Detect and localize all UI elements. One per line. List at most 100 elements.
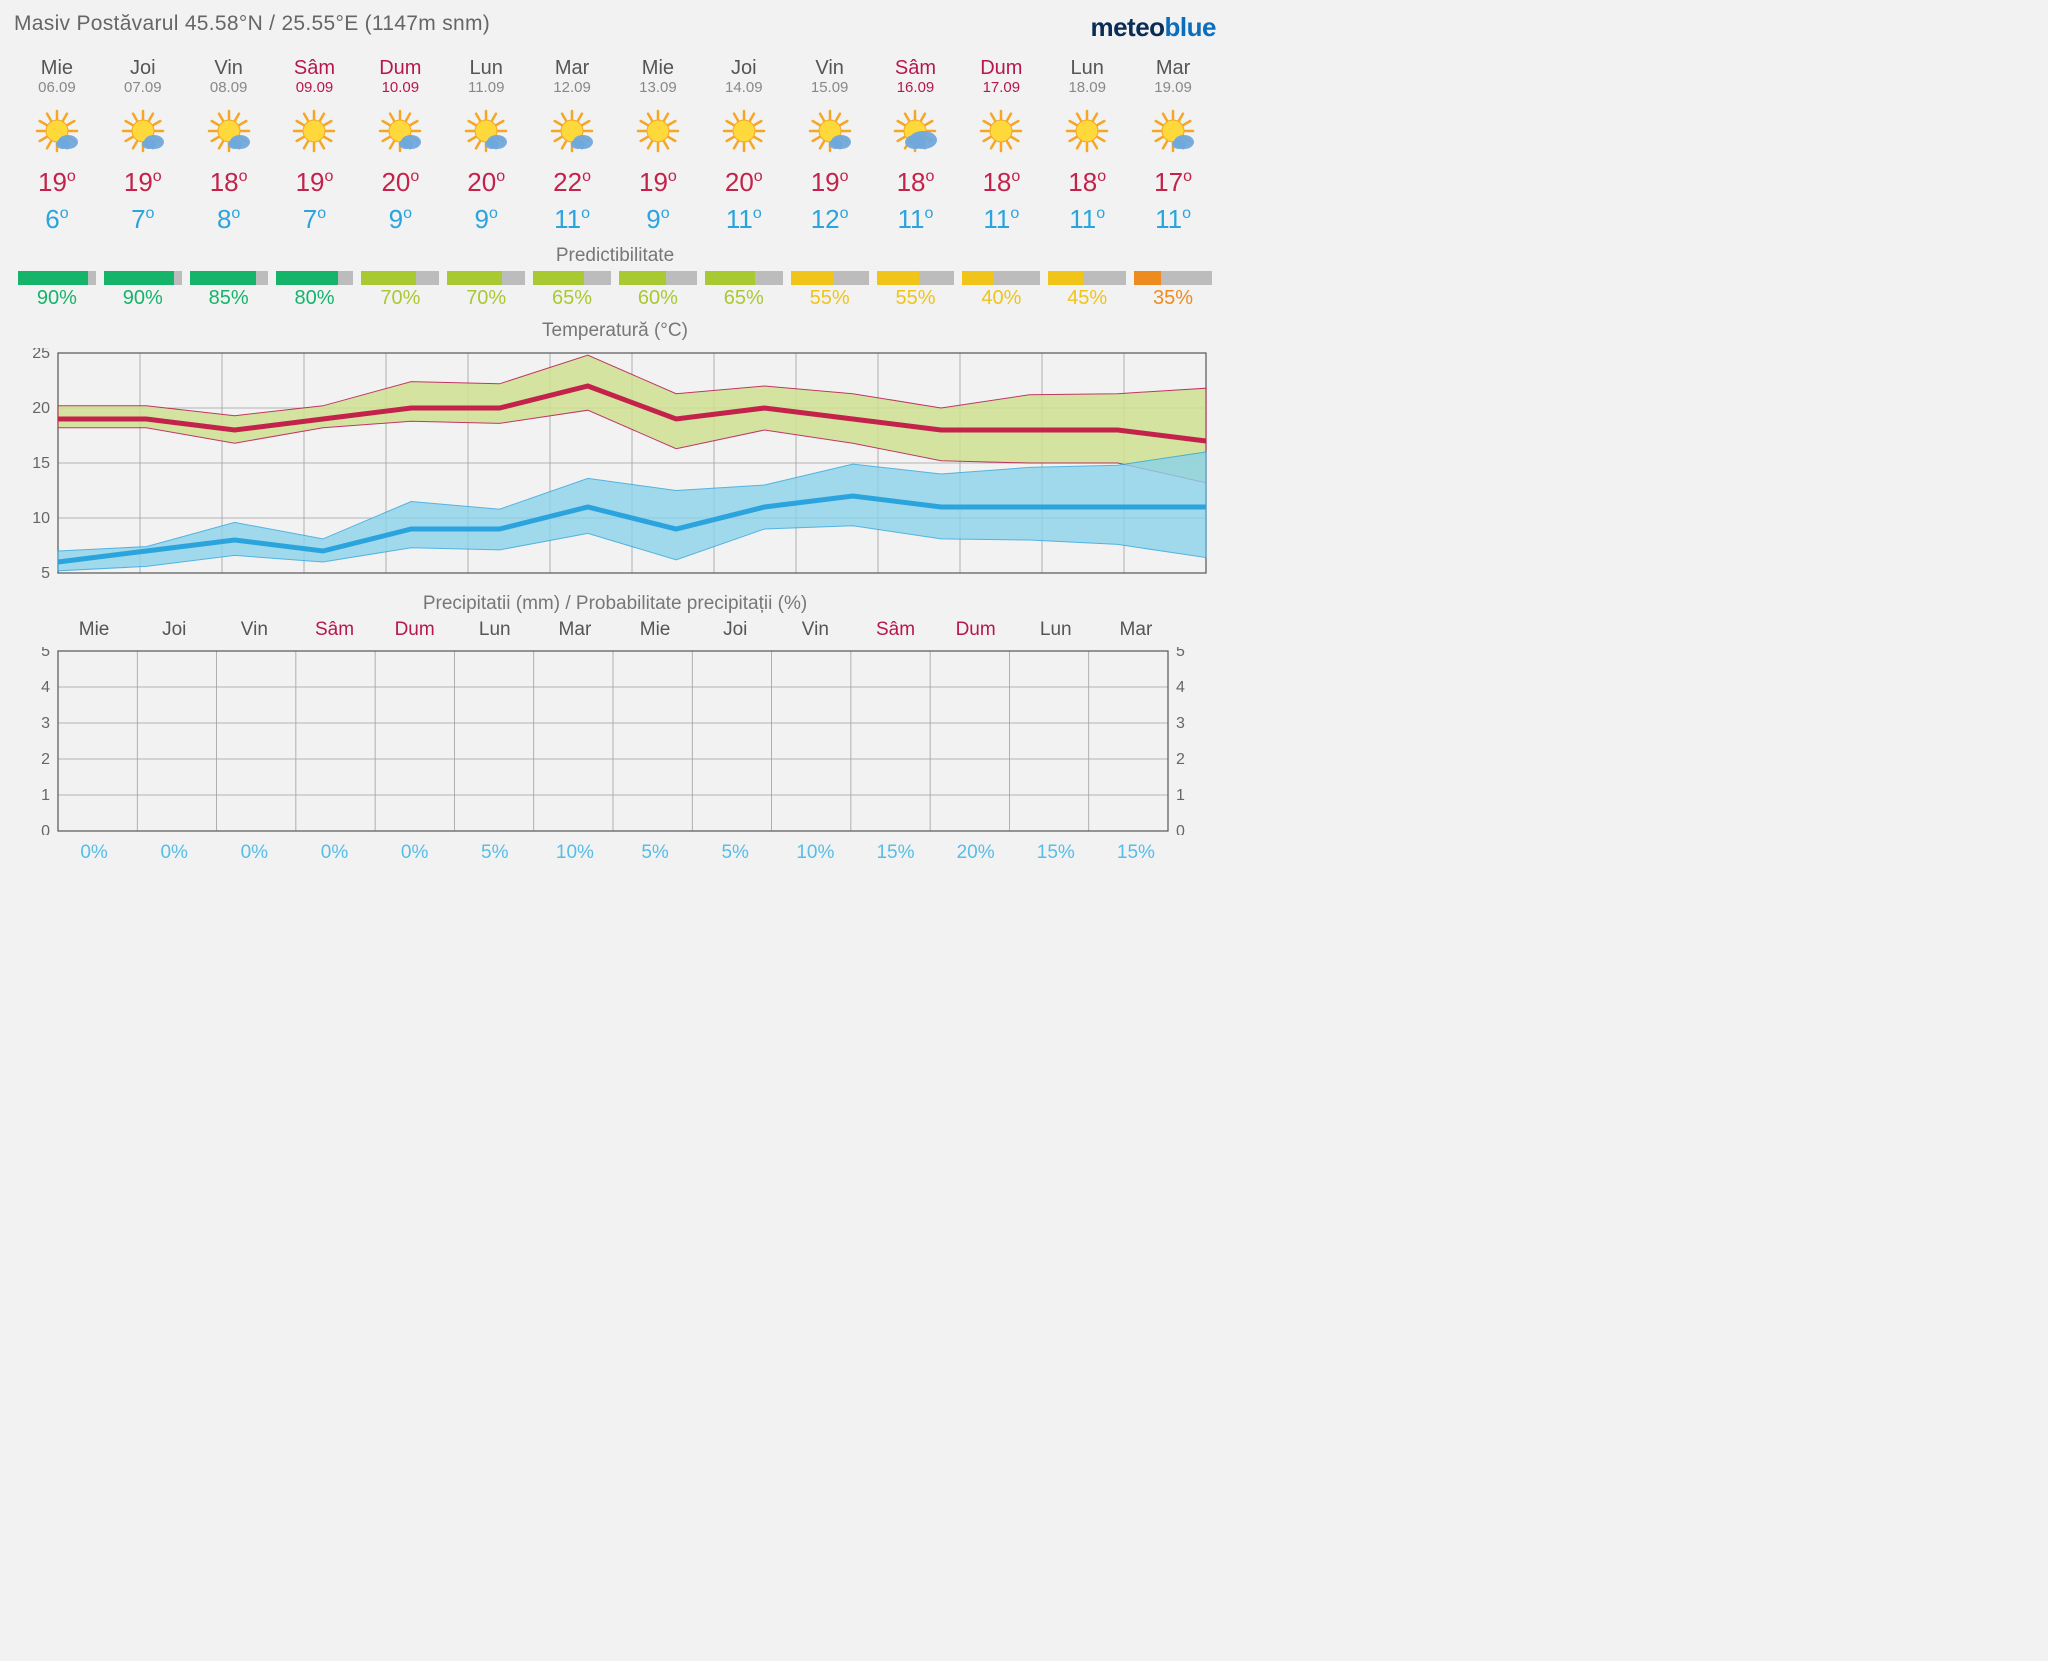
day-name: Mie [14, 57, 100, 79]
day-column: Joi 07.09 19o 7o [100, 57, 186, 235]
day-date: 09.09 [272, 79, 358, 97]
temp-low: 12o [787, 204, 873, 235]
predictability-cell: 65% [533, 271, 611, 310]
precip-day-label: Vin [214, 619, 294, 641]
temp-high: 22o [529, 167, 615, 198]
precip-percent: 5% [455, 842, 535, 864]
temp-low: 8o [186, 204, 272, 235]
precip-day-label: Joi [134, 619, 214, 641]
svg-text:5: 5 [41, 647, 50, 660]
precip-percent: 10% [775, 842, 855, 864]
weather-icon [357, 107, 443, 155]
temp-low: 7o [272, 204, 358, 235]
temp-high: 19o [272, 167, 358, 198]
temp-high: 19o [14, 167, 100, 198]
predictability-value: 40% [962, 287, 1040, 310]
day-date: 10.09 [357, 79, 443, 97]
day-date: 11.09 [443, 79, 529, 97]
svg-text:2: 2 [41, 751, 50, 768]
temp-high: 18o [186, 167, 272, 198]
svg-text:4: 4 [41, 679, 50, 696]
predictability-bar [1048, 271, 1126, 285]
weather-icon [443, 107, 529, 155]
precip-percent: 0% [294, 842, 374, 864]
day-column: Lun 11.09 20o 9o [443, 57, 529, 235]
day-column: Lun 18.09 18o 11o [1044, 57, 1130, 235]
day-column: Dum 10.09 20o 9o [357, 57, 443, 235]
precip-day-label: Mar [535, 619, 615, 641]
day-column: Vin 15.09 19o 12o [787, 57, 873, 235]
day-name: Mar [1130, 57, 1216, 79]
predictability-value: 70% [361, 287, 439, 310]
temp-low: 9o [357, 204, 443, 235]
day-date: 12.09 [529, 79, 615, 97]
predictability-bar [18, 271, 96, 285]
predictability-value: 55% [791, 287, 869, 310]
day-column: Vin 08.09 18o 8o [186, 57, 272, 235]
temperature-chart: 510152025 [14, 348, 1216, 583]
precip-percent-row: 0%0%0%0%0%5%10%5%5%10%15%20%15%15% [14, 842, 1216, 864]
precip-day-label: Mar [1096, 619, 1176, 641]
day-name: Lun [1044, 57, 1130, 79]
svg-text:15: 15 [32, 455, 50, 472]
precip-day-label: Lun [1016, 619, 1096, 641]
precip-percent: 0% [214, 842, 294, 864]
weather-icon [14, 107, 100, 155]
precip-percent: 15% [1096, 842, 1176, 864]
day-date: 14.09 [701, 79, 787, 97]
predictability-bar [1134, 271, 1212, 285]
weather-icon [186, 107, 272, 155]
predictability-row: 90% 90% 85% 80% 70% 70% 65% 60% 65% 55% … [14, 271, 1216, 310]
day-name: Sâm [873, 57, 959, 79]
predictability-bar [276, 271, 354, 285]
brand-part1: meteo [1090, 12, 1164, 42]
svg-text:3: 3 [41, 715, 50, 732]
temp-low: 11o [958, 204, 1044, 235]
day-name: Dum [958, 57, 1044, 79]
day-date: 15.09 [787, 79, 873, 97]
predictability-value: 70% [447, 287, 525, 310]
precip-percent: 5% [615, 842, 695, 864]
temp-low: 9o [443, 204, 529, 235]
day-date: 16.09 [873, 79, 959, 97]
predictability-bar [361, 271, 439, 285]
precip-day-label: Vin [775, 619, 855, 641]
temp-low: 6o [14, 204, 100, 235]
day-column: Sâm 16.09 18o 11o [873, 57, 959, 235]
svg-text:0: 0 [1176, 823, 1185, 835]
svg-text:3: 3 [1176, 715, 1185, 732]
precip-day-label: Sâm [294, 619, 374, 641]
precip-day-labels: MieJoiVinSâmDumLunMarMieJoiVinSâmDumLunM… [14, 619, 1216, 641]
predictability-cell: 55% [791, 271, 869, 310]
predictability-cell: 90% [18, 271, 96, 310]
temp-high: 18o [873, 167, 959, 198]
weather-icon [1130, 107, 1216, 155]
day-name: Lun [443, 57, 529, 79]
precip-percent: 15% [1016, 842, 1096, 864]
day-date: 08.09 [186, 79, 272, 97]
predictability-bar [619, 271, 697, 285]
svg-text:20: 20 [32, 400, 50, 417]
day-name: Sâm [272, 57, 358, 79]
predictability-cell: 90% [104, 271, 182, 310]
day-name: Vin [186, 57, 272, 79]
predictability-cell: 55% [877, 271, 955, 310]
day-name: Mie [615, 57, 701, 79]
precip-percent: 0% [54, 842, 134, 864]
predictability-value: 90% [18, 287, 96, 310]
predictability-value: 55% [877, 287, 955, 310]
precip-percent: 20% [936, 842, 1016, 864]
predictability-cell: 70% [447, 271, 525, 310]
predictability-bar [533, 271, 611, 285]
day-column: Mar 19.09 17o 11o [1130, 57, 1216, 235]
location-title: Masiv Postăvarul 45.58°N / 25.55°E (1147… [14, 12, 490, 36]
brand-logo: meteoblue [1090, 12, 1216, 43]
day-date: 07.09 [100, 79, 186, 97]
predictability-value: 85% [190, 287, 268, 310]
temp-high: 20o [443, 167, 529, 198]
day-column: Dum 17.09 18o 11o [958, 57, 1044, 235]
predictability-value: 45% [1048, 287, 1126, 310]
svg-text:5: 5 [41, 565, 50, 578]
predictability-cell: 45% [1048, 271, 1126, 310]
precip-percent: 0% [375, 842, 455, 864]
